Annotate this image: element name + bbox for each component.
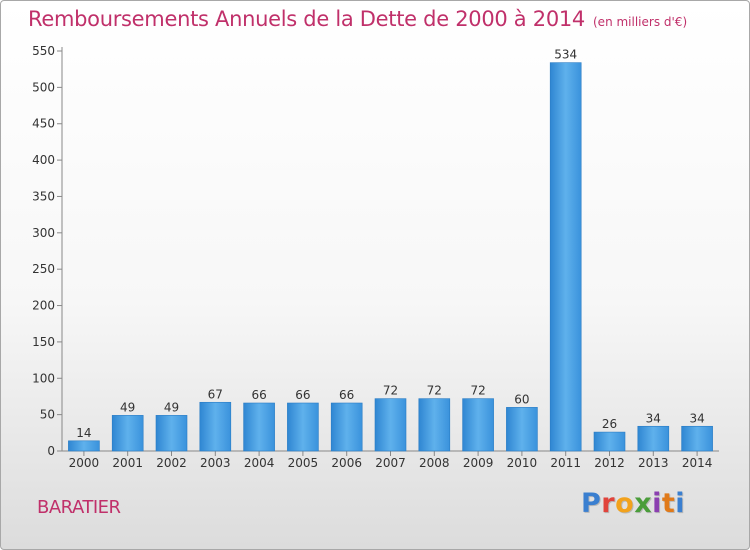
y-tick-label: 450 (32, 117, 55, 131)
data-label: 34 (689, 411, 704, 425)
data-label: 534 (554, 48, 577, 62)
proxiti-logo: Proxiti (581, 488, 685, 519)
data-label: 34 (646, 411, 661, 425)
x-tick-label: 2001 (112, 456, 143, 470)
data-label: 66 (251, 388, 266, 402)
chart-unit: (en milliers d'€) (593, 15, 688, 29)
x-tick-label: 2006 (331, 456, 362, 470)
x-tick-label: 2012 (594, 456, 625, 470)
data-label: 72 (470, 384, 485, 398)
chart-bars: 14 49 49 67 66 66 66 72 72 72 60 534 26 34 34 (68, 48, 713, 452)
y-tick-label: 50 (40, 408, 55, 422)
bar-2009 (462, 398, 494, 452)
logo-letter: x (634, 488, 653, 519)
logo-letter: i (652, 488, 662, 519)
x-tick-label: 2014 (682, 456, 713, 470)
bar-2008 (418, 398, 451, 452)
bar-2006 (330, 402, 363, 452)
logo-letter: P (581, 488, 602, 519)
x-tick-label: 2005 (288, 456, 319, 470)
logo-letter: t (661, 488, 676, 519)
y-tick-label: 550 (32, 44, 55, 58)
data-label: 66 (339, 388, 354, 402)
chart-axes: 0 50 100 150 200 250 300 350 400 450 500 550 2000 200… (32, 44, 719, 470)
x-tick-label: 2000 (69, 456, 100, 470)
bar-2003 (199, 401, 232, 452)
x-tick-label: 2011 (550, 456, 581, 470)
x-tick-label: 2004 (244, 456, 275, 470)
bar-2011 (549, 62, 582, 452)
data-label: 14 (76, 426, 91, 440)
logo-letter: i (675, 488, 686, 519)
bar-2013 (637, 425, 670, 452)
data-label: 66 (295, 388, 310, 402)
x-tick-label: 2010 (507, 456, 538, 470)
location-label: BARATIER (37, 497, 121, 518)
bar-2001 (111, 415, 144, 452)
data-label: 67 (208, 387, 223, 401)
data-label: 49 (164, 400, 179, 414)
y-tick-label: 500 (32, 80, 55, 94)
bar-2012 (593, 431, 626, 452)
x-tick-label: 2003 (200, 456, 231, 470)
y-tick-label: 400 (32, 153, 55, 167)
y-tick-label: 0 (47, 444, 55, 458)
x-tick-label: 2008 (419, 456, 450, 470)
x-tick-label: 2009 (463, 456, 494, 470)
y-tick-label: 350 (32, 189, 55, 203)
bar-2007 (374, 398, 407, 452)
x-tick-label: 2007 (375, 456, 406, 470)
y-tick-label: 150 (32, 335, 55, 349)
bar-2000 (68, 440, 100, 452)
data-label: 60 (514, 392, 529, 406)
data-label: 49 (120, 400, 135, 414)
y-tick-label: 300 (32, 226, 55, 240)
x-tick-label: 2013 (638, 456, 669, 470)
data-label: 72 (383, 384, 398, 398)
data-label: 26 (602, 417, 617, 431)
data-label: 72 (427, 384, 442, 398)
bar-2010 (506, 407, 538, 452)
chart-title-text: Remboursements Annuels de la Dette de 20… (28, 7, 585, 31)
y-tick-label: 250 (32, 262, 55, 276)
bar-2014 (681, 425, 713, 452)
logo-letter: o (615, 488, 635, 519)
bar-2002 (155, 415, 188, 452)
bar-2005 (287, 402, 319, 452)
y-tick-label: 100 (32, 371, 55, 385)
y-tick-label: 200 (32, 299, 55, 313)
x-tick-label: 2002 (156, 456, 187, 470)
chart-title: Remboursements Annuels de la Dette de 20… (28, 7, 687, 31)
bar-2004 (243, 402, 275, 452)
logo-letter: r (601, 488, 616, 519)
